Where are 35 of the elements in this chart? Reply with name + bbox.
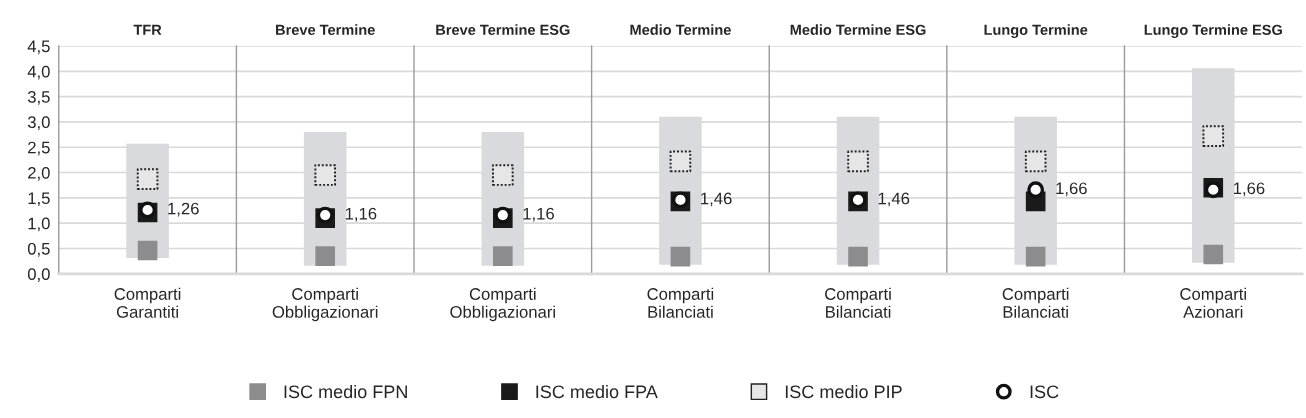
data-label: 1,46 [701,192,732,207]
chart-title: Lungo Termine ESG [1144,24,1282,38]
x-tick-label: Comparti Garantiti [114,287,181,318]
y-tick-label: 1,5 [28,192,50,207]
legend-label: ISC [1030,385,1059,399]
chart-title: Medio Termine ESG [790,24,926,36]
chart-title: Breve Termine [276,24,375,36]
chart-title: Lungo Termine [984,24,1088,38]
y-tick-label: 4,0 [27,65,50,80]
x-tick-label: Comparti Obbligazionari [450,287,555,322]
x-tick-label: Comparti Bilanciati [1002,287,1069,318]
data-label: 1,16 [523,207,554,222]
data-label: 1,66 [1233,182,1265,197]
y-tick-label: 0,0 [27,268,50,282]
y-tick-label: 3,5 [27,91,50,105]
y-tick-label: 1,0 [28,217,50,232]
chart-title: Breve Termine ESG [436,24,570,36]
chart-title: TFR [133,24,162,35]
x-tick-label: Comparti Bilanciati [647,287,714,318]
data-label: 1,16 [345,207,377,222]
y-tick-label: 2,5 [28,141,50,156]
y-tick-label: 0,5 [27,242,50,257]
y-tick-label: 2,0 [28,166,50,181]
legend-label: ISC medio FPA [536,384,658,399]
y-tick-label: 4,5 [27,40,50,55]
legend-label: ISC medio PIP [785,384,902,399]
x-tick-label: Comparti Azionari [1180,287,1246,318]
data-label: 1,26 [168,202,199,217]
legend-label: ISC medio FPN [284,384,407,399]
data-label: 1,66 [1056,182,1087,197]
x-tick-label: Comparti Bilanciati [825,287,891,318]
y-tick-label: 3,0 [27,116,50,131]
x-tick-label: Comparti Obbligazionari [272,287,378,322]
chart-title: Medio Termine [630,24,731,36]
data-label: 1,46 [878,192,910,207]
